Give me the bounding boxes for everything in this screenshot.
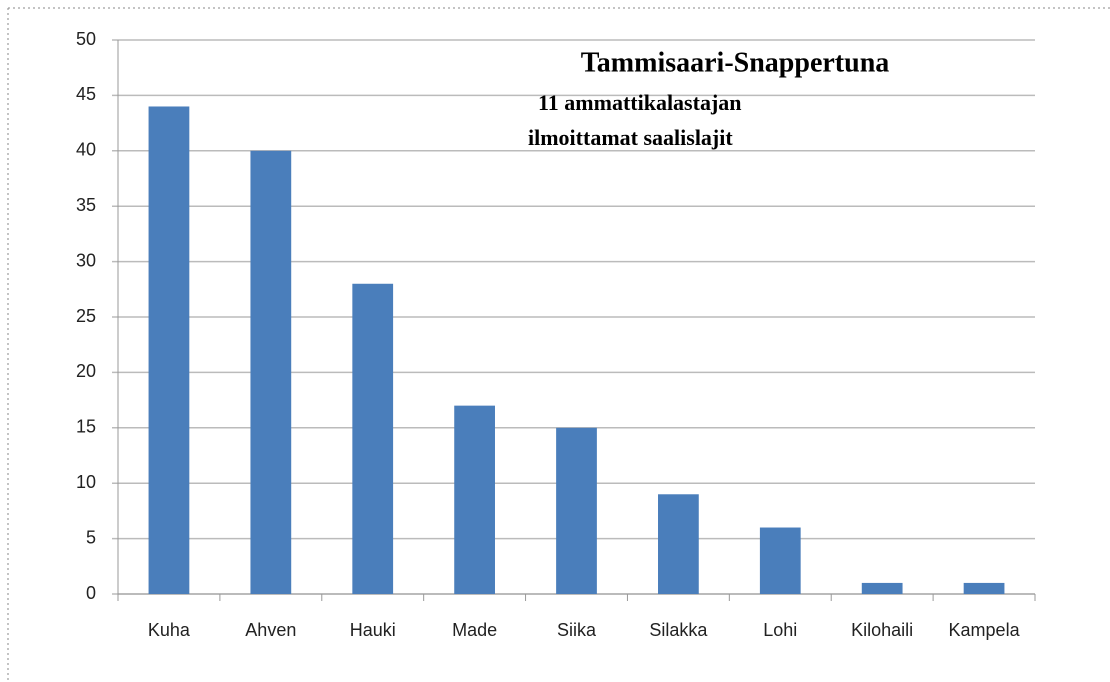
chart-title: Tammisaari-Snappertuna xyxy=(581,47,890,78)
x-tick-label: Silakka xyxy=(649,620,708,640)
y-tick-label: 20 xyxy=(76,361,96,381)
bar xyxy=(861,582,903,594)
bar xyxy=(963,582,1005,594)
x-tick-label: Kuha xyxy=(148,620,191,640)
y-tick-label: 30 xyxy=(76,250,96,270)
bar xyxy=(148,106,190,594)
bar xyxy=(352,283,394,594)
y-tick-label: 10 xyxy=(76,472,96,492)
y-tick-label: 35 xyxy=(76,195,96,215)
bar xyxy=(556,427,597,594)
bar xyxy=(454,405,495,594)
bar xyxy=(658,494,699,594)
y-tick-label: 45 xyxy=(76,84,96,104)
bar xyxy=(250,150,292,595)
y-tick-label: 25 xyxy=(76,306,96,326)
y-tick-label: 40 xyxy=(76,140,96,160)
y-tick-label: 50 xyxy=(76,29,96,49)
x-tick-label: Siika xyxy=(557,620,597,640)
x-tick-label: Ahven xyxy=(245,620,296,640)
chart-subtitle: 11 ammattikalastajan xyxy=(538,90,742,115)
x-tick-label: Hauki xyxy=(350,620,396,640)
y-tick-label: 5 xyxy=(86,527,96,547)
chart-subtitle: ilmoittamat saalislajit xyxy=(528,125,733,150)
x-tick-label: Kilohaili xyxy=(851,620,913,640)
x-tick-label: Kampela xyxy=(949,620,1021,640)
y-tick-label: 15 xyxy=(76,417,96,437)
x-tick-label: Lohi xyxy=(763,620,797,640)
y-tick-label: 0 xyxy=(86,583,96,603)
bar xyxy=(759,527,801,594)
x-tick-label: Made xyxy=(452,620,497,640)
